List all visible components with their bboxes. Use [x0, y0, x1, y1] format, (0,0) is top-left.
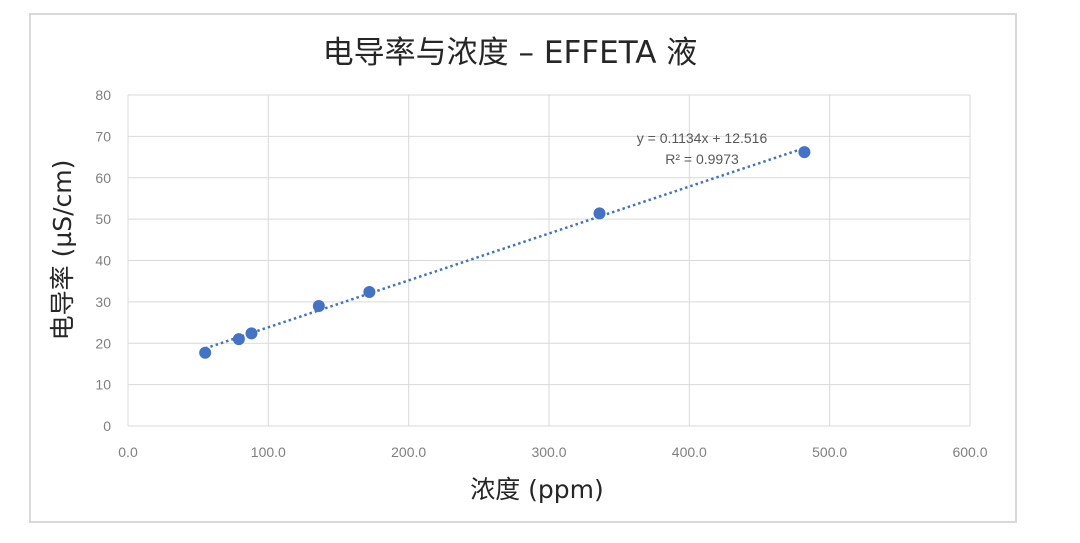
y-tick-label: 60 — [95, 170, 111, 186]
x-tick-label: 500.0 — [812, 444, 847, 460]
x-tick-label: 300.0 — [531, 444, 566, 460]
x-tick-label: 400.0 — [672, 444, 707, 460]
x-axis-title: 浓度 (ppm) — [470, 475, 604, 504]
data-point — [245, 327, 258, 340]
data-points — [199, 146, 811, 359]
x-tick-label: 0.0 — [118, 444, 138, 460]
trendline-r-squared: R² = 0.9973 — [665, 151, 739, 167]
chart-frame — [29, 13, 1017, 523]
data-point — [312, 300, 325, 313]
trendline-equation: y = 0.1134x + 12.516 — [637, 130, 768, 146]
y-tick-labels: 0 10 20 30 40 50 60 70 80 — [95, 87, 111, 434]
data-point — [363, 285, 376, 298]
y-axis-title: 电导率 (µS/cm) — [48, 160, 77, 341]
data-point — [199, 346, 212, 359]
y-tick-label: 70 — [95, 128, 111, 144]
y-tick-label: 0 — [103, 418, 111, 434]
y-tick-label: 50 — [95, 211, 111, 227]
x-tick-label: 200.0 — [391, 444, 426, 460]
x-tick-label: 100.0 — [251, 444, 286, 460]
y-tick-label: 80 — [95, 87, 111, 103]
trendline — [204, 146, 805, 350]
data-point — [798, 146, 811, 159]
x-tick-label: 600.0 — [952, 444, 987, 460]
chart-title: 电导率与浓度 – EFFETA 液 — [323, 35, 698, 71]
y-tick-label: 20 — [95, 335, 111, 351]
x-tick-labels: 0.0 100.0 200.0 300.0 400.0 500.0 600.0 — [118, 444, 987, 460]
y-tick-label: 30 — [95, 294, 111, 310]
gridlines — [127, 94, 971, 427]
data-point — [232, 333, 245, 346]
y-tick-label: 10 — [95, 377, 111, 393]
data-point — [593, 207, 606, 220]
y-tick-label: 40 — [95, 253, 111, 269]
